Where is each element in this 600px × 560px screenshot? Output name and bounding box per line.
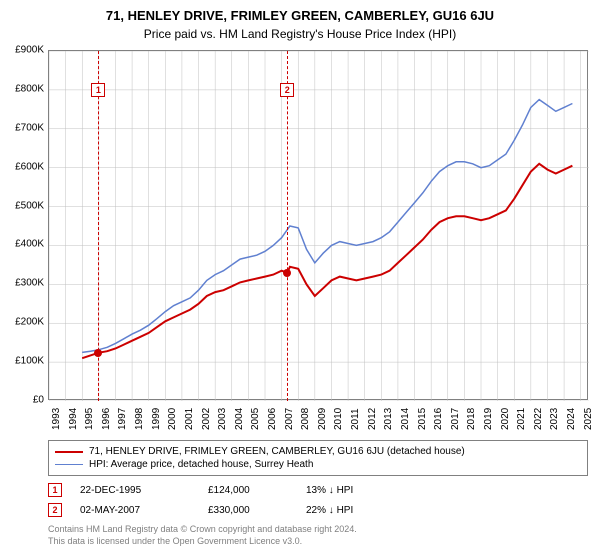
x-tick-label: 2016 <box>433 408 444 430</box>
x-tick-label: 2024 <box>566 408 577 430</box>
transaction-pct: 13% ↓ HPI <box>306 485 426 496</box>
x-tick-label: 2022 <box>533 408 544 430</box>
transaction-pct: 22% ↓ HPI <box>306 505 426 516</box>
x-tick-label: 1994 <box>68 408 79 430</box>
x-tick-label: 2015 <box>417 408 428 430</box>
x-tick-label: 2011 <box>350 408 361 430</box>
x-tick-label: 1999 <box>151 408 162 430</box>
x-tick-label: 1995 <box>84 408 95 430</box>
y-tick-label: £500K <box>15 200 44 211</box>
legend-swatch-property <box>55 451 83 453</box>
transaction-row: 2 02-MAY-2007 £330,000 22% ↓ HPI <box>48 500 426 520</box>
x-tick-label: 2014 <box>400 408 411 430</box>
x-tick-label: 2002 <box>201 408 212 430</box>
chart-title: 71, HENLEY DRIVE, FRIMLEY GREEN, CAMBERL… <box>0 0 600 23</box>
marker-dot-1 <box>94 349 102 357</box>
transaction-badge-2: 2 <box>48 503 62 517</box>
x-tick-label: 1996 <box>101 408 112 430</box>
chart-subtitle: Price paid vs. HM Land Registry's House … <box>0 23 600 41</box>
x-tick-label: 2019 <box>483 408 494 430</box>
chart-area: 12 <box>48 50 588 400</box>
x-tick-label: 2017 <box>450 408 461 430</box>
y-tick-label: £400K <box>15 239 44 250</box>
x-tick-label: 2005 <box>250 408 261 430</box>
x-tick-label: 2020 <box>500 408 511 430</box>
transaction-row: 1 22-DEC-1995 £124,000 13% ↓ HPI <box>48 480 426 500</box>
x-tick-label: 2012 <box>367 408 378 430</box>
x-tick-label: 2000 <box>167 408 178 430</box>
legend-swatch-hpi <box>55 464 83 465</box>
legend-row-hpi: HPI: Average price, detached house, Surr… <box>55 458 581 471</box>
y-tick-label: £900K <box>15 45 44 56</box>
legend: 71, HENLEY DRIVE, FRIMLEY GREEN, CAMBERL… <box>48 440 588 476</box>
y-tick-label: £700K <box>15 122 44 133</box>
x-tick-label: 2009 <box>317 408 328 430</box>
x-tick-label: 1993 <box>51 408 62 430</box>
marker-vline <box>287 51 288 401</box>
marker-badge-2: 2 <box>280 83 294 97</box>
x-tick-label: 1997 <box>117 408 128 430</box>
transaction-badge-1: 1 <box>48 483 62 497</box>
y-tick-label: £100K <box>15 356 44 367</box>
series-hpi <box>82 100 572 353</box>
x-tick-label: 2006 <box>267 408 278 430</box>
footer-line-2: This data is licensed under the Open Gov… <box>48 536 357 548</box>
x-tick-label: 2008 <box>300 408 311 430</box>
marker-dot-2 <box>283 269 291 277</box>
transactions-table: 1 22-DEC-1995 £124,000 13% ↓ HPI 2 02-MA… <box>48 480 426 520</box>
x-tick-label: 2007 <box>284 408 295 430</box>
footer: Contains HM Land Registry data © Crown c… <box>48 524 357 547</box>
x-tick-label: 1998 <box>134 408 145 430</box>
y-tick-label: £200K <box>15 317 44 328</box>
x-tick-label: 2001 <box>184 408 195 430</box>
plot-svg <box>49 51 589 401</box>
y-tick-label: £600K <box>15 161 44 172</box>
y-tick-label: £800K <box>15 83 44 94</box>
x-tick-label: 2010 <box>333 408 344 430</box>
x-tick-label: 2004 <box>234 408 245 430</box>
transaction-price: £330,000 <box>208 505 288 516</box>
transaction-date: 22-DEC-1995 <box>80 485 190 496</box>
x-tick-label: 2021 <box>516 408 527 430</box>
plot-box: 12 <box>48 50 588 400</box>
footer-line-1: Contains HM Land Registry data © Crown c… <box>48 524 357 536</box>
marker-badge-1: 1 <box>91 83 105 97</box>
x-tick-label: 2025 <box>583 408 594 430</box>
legend-label-property: 71, HENLEY DRIVE, FRIMLEY GREEN, CAMBERL… <box>89 446 465 457</box>
x-tick-label: 2018 <box>466 408 477 430</box>
x-tick-label: 2003 <box>217 408 228 430</box>
transaction-date: 02-MAY-2007 <box>80 505 190 516</box>
series-property <box>82 164 572 358</box>
x-tick-label: 2023 <box>549 408 560 430</box>
x-tick-label: 2013 <box>383 408 394 430</box>
legend-row-property: 71, HENLEY DRIVE, FRIMLEY GREEN, CAMBERL… <box>55 445 581 458</box>
legend-label-hpi: HPI: Average price, detached house, Surr… <box>89 459 313 470</box>
y-tick-label: £300K <box>15 278 44 289</box>
y-tick-label: £0 <box>33 395 44 406</box>
transaction-price: £124,000 <box>208 485 288 496</box>
